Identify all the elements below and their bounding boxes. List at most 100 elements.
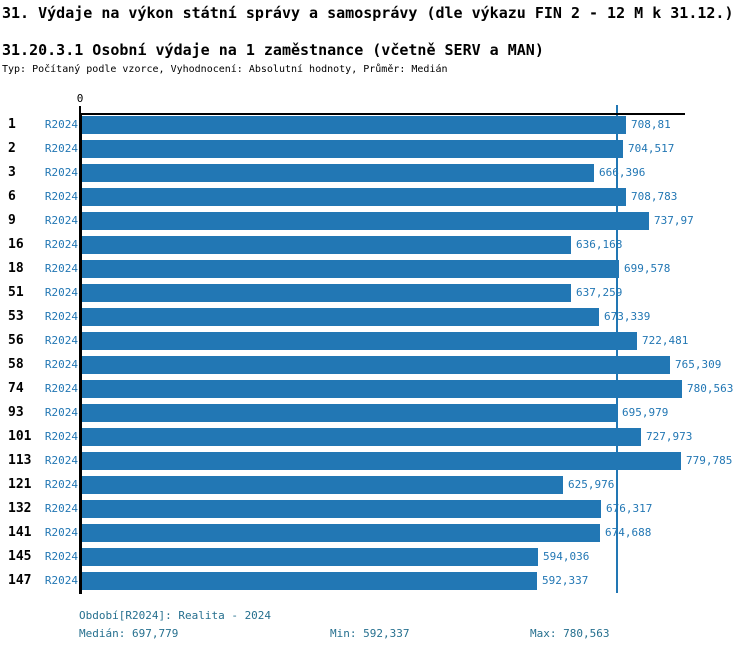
row-rank-label: 56 [8,333,24,348]
chart-row: 16 R2024 636,168 [0,233,750,257]
bar-value-label: 666,396 [599,166,646,179]
bar [81,548,538,566]
indicator-meta-line: Typ: Počítaný podle vzorce, Vyhodnocení:… [2,64,448,75]
row-series-label: R2024 [44,238,78,251]
bar-value-label: 765,309 [675,358,722,371]
row-rank-label: 1 [8,117,16,132]
bar [81,428,641,446]
row-rank-label: 113 [8,453,32,468]
indicator-title: 31.20.3.1 Osobní výdaje na 1 zaměstnance… [2,41,544,59]
row-series-label: R2024 [44,574,78,587]
bar-value-label: 708,783 [631,190,678,203]
bar-value-label: 594,036 [543,550,590,563]
row-rank-label: 51 [8,285,24,300]
bar [81,188,626,206]
chart-row: 93 R2024 695,979 [0,401,750,425]
chart-row: 132 R2024 676,317 [0,497,750,521]
bar-value-label: 780,563 [687,382,734,395]
chart-row: 101 R2024 727,973 [0,425,750,449]
row-series-label: R2024 [44,286,78,299]
row-series-label: R2024 [44,454,78,467]
row-rank-label: 2 [8,141,16,156]
row-series-label: R2024 [44,382,78,395]
chart-row: 6 R2024 708,783 [0,185,750,209]
bar [81,524,600,542]
chart-row: 1 R2024 708,81 [0,113,750,137]
x-axis-zero-tick [79,106,81,113]
row-rank-label: 121 [8,477,32,492]
bar [81,140,623,158]
bar-value-label: 625,976 [568,478,615,491]
chart-row: 113 R2024 779,785 [0,449,750,473]
row-rank-label: 101 [8,429,32,444]
chart-row: 51 R2024 637,259 [0,281,750,305]
row-series-label: R2024 [44,190,78,203]
row-series-label: R2024 [44,310,78,323]
row-rank-label: 141 [8,525,32,540]
row-rank-label: 16 [8,237,24,252]
row-rank-label: 6 [8,189,16,204]
chart-row: 9 R2024 737,97 [0,209,750,233]
x-axis-line [80,113,685,115]
row-rank-label: 74 [8,381,24,396]
bar [81,308,599,326]
bar [81,380,682,398]
bar-value-label: 636,168 [576,238,623,251]
bar [81,164,594,182]
bar [81,452,681,470]
row-series-label: R2024 [44,142,78,155]
chart-row: 74 R2024 780,563 [0,377,750,401]
bar [81,356,670,374]
bar-value-label: 722,481 [642,334,689,347]
chart-row: 121 R2024 625,976 [0,473,750,497]
footer-max-label: Max: 780,563 [530,627,610,640]
bar-value-label: 708,81 [631,118,671,131]
footer-median-label: Medián: 697,779 [79,627,179,640]
bar [81,116,626,134]
row-rank-label: 9 [8,213,16,228]
row-rank-label: 18 [8,261,24,276]
bar-value-label: 674,688 [605,526,652,539]
footer-min-label: Min: 592,337 [330,627,410,640]
row-series-label: R2024 [44,478,78,491]
bar-value-label: 676,317 [606,502,653,515]
row-series-label: R2024 [44,430,78,443]
chart-row: 145 R2024 594,036 [0,545,750,569]
chart-row: 2 R2024 704,517 [0,137,750,161]
chart-row: 141 R2024 674,688 [0,521,750,545]
row-rank-label: 145 [8,549,32,564]
chart-row: 3 R2024 666,396 [0,161,750,185]
chart-row: 58 R2024 765,309 [0,353,750,377]
chart-row: 56 R2024 722,481 [0,329,750,353]
row-series-label: R2024 [44,262,78,275]
bar-value-label: 592,337 [542,574,589,587]
row-rank-label: 132 [8,501,32,516]
bar-value-label: 727,973 [646,430,693,443]
bar [81,404,617,422]
bar [81,260,619,278]
row-series-label: R2024 [44,550,78,563]
y-axis-line [79,113,82,594]
row-series-label: R2024 [44,502,78,515]
row-rank-label: 53 [8,309,24,324]
footer-period-label: Období[R2024]: Realita - 2024 [79,609,272,622]
bar-value-label: 704,517 [628,142,675,155]
chart-row: 18 R2024 699,578 [0,257,750,281]
row-rank-label: 93 [8,405,24,420]
bar [81,212,649,230]
x-axis-zero-label: 0 [76,92,84,105]
bar-value-label: 673,339 [604,310,651,323]
report-title: 31. Výdaje na výkon státní správy a samo… [2,4,734,22]
row-series-label: R2024 [44,406,78,419]
bar [81,236,571,254]
bar-value-label: 779,785 [686,454,733,467]
bar-value-label: 737,97 [654,214,694,227]
row-series-label: R2024 [44,358,78,371]
row-series-label: R2024 [44,166,78,179]
row-series-label: R2024 [44,118,78,131]
chart-row: 147 R2024 592,337 [0,569,750,593]
bar-value-label: 699,578 [624,262,671,275]
bar [81,332,637,350]
bar-value-label: 637,259 [576,286,623,299]
row-rank-label: 58 [8,357,24,372]
